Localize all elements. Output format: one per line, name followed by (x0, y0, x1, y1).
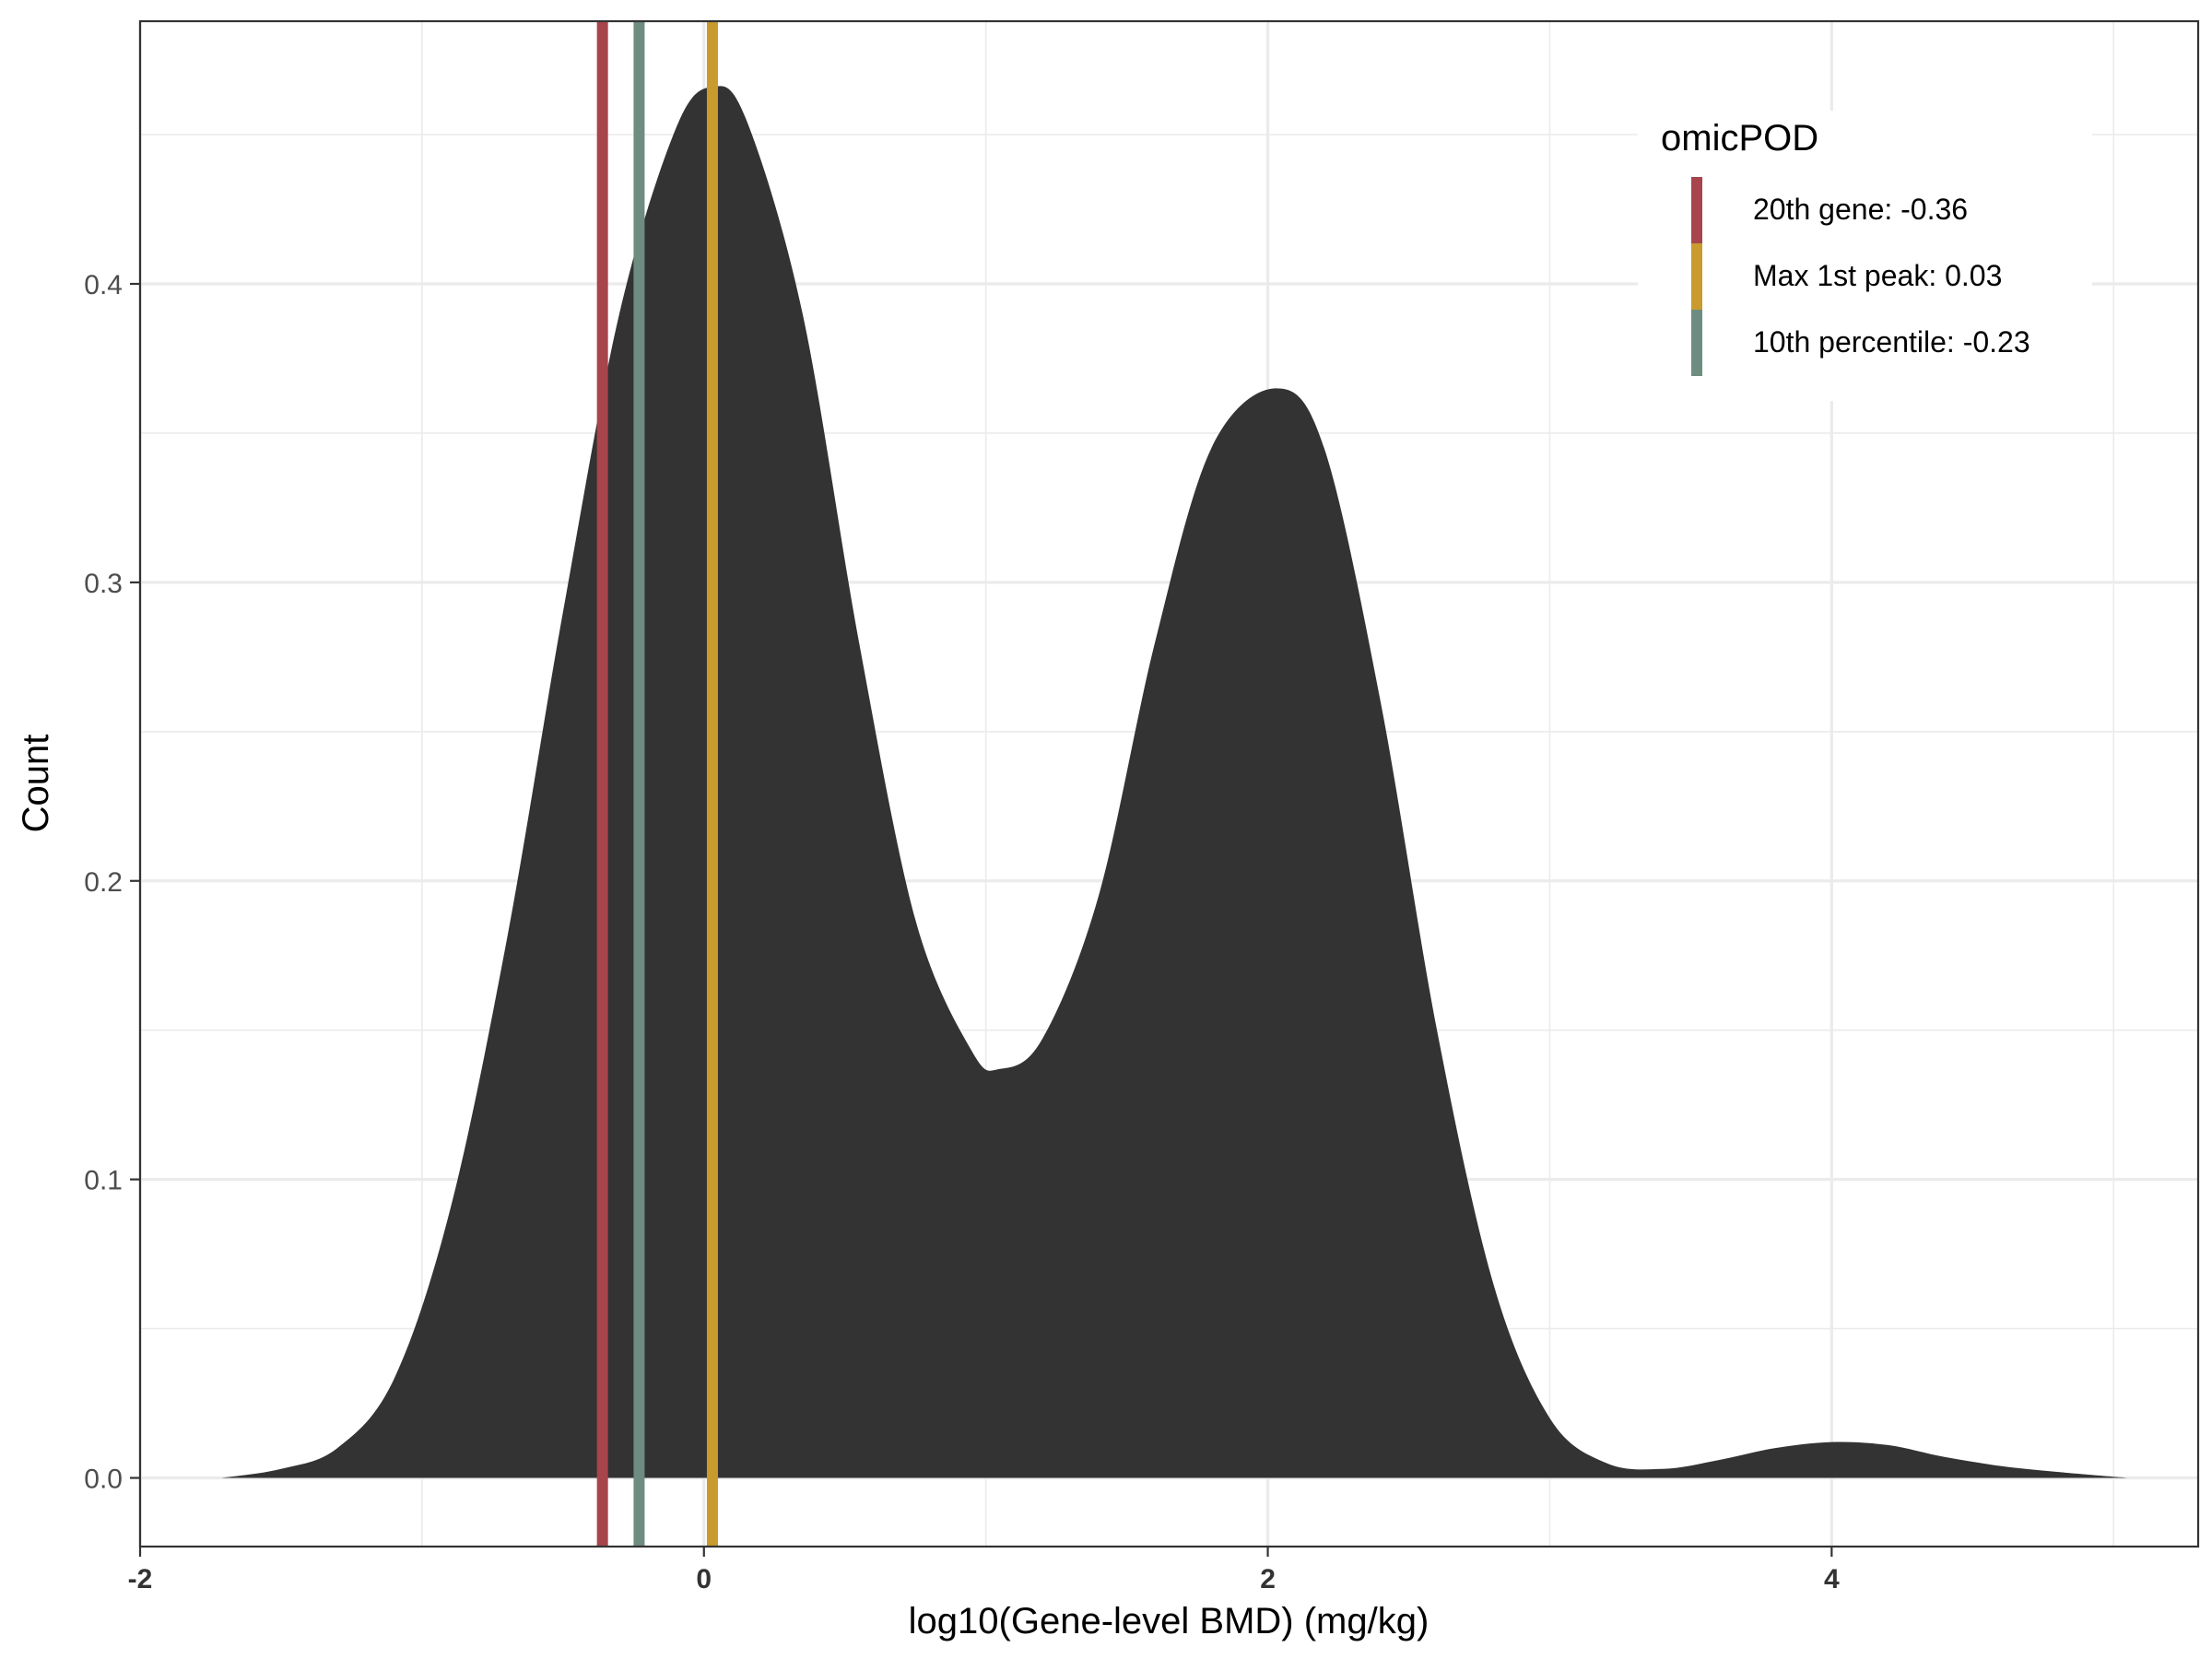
reference-lines (596, 21, 718, 1547)
legend: omicPOD 20th gene: -0.36 Max 1st peak: 0.… (1638, 111, 2092, 401)
y-tick-label: 0.4 (84, 270, 123, 300)
x-tick-label: 2 (1260, 1564, 1276, 1594)
x-tick-label: 4 (1824, 1564, 1840, 1594)
x-tick-label: -2 (128, 1564, 153, 1594)
y-tick-label: 0.1 (84, 1166, 123, 1196)
legend-key (1691, 177, 1702, 243)
x-axis: -2 0 2 4 (128, 1547, 1840, 1594)
y-tick-label: 0.2 (84, 867, 123, 898)
x-axis-title: log10(Gene-level BMD) (mg/kg) (909, 1601, 1430, 1641)
plot-panel-border (138, 19, 2200, 1548)
legend-title: omicPOD (1661, 118, 1818, 159)
legend-background (1638, 111, 2092, 401)
density-area (221, 86, 2128, 1478)
legend-label: Max 1st peak: 0.03 (1753, 259, 2002, 292)
y-tick-label: 0.0 (84, 1465, 123, 1495)
y-tick-label: 0.3 (84, 569, 123, 599)
legend-label: 20th gene: -0.36 (1753, 193, 1968, 226)
legend-key (1691, 310, 1702, 376)
y-axis: 0.0 0.1 0.2 0.3 0.4 (84, 270, 140, 1495)
y-axis-title: Count (16, 735, 56, 833)
legend-label: 10th percentile: -0.23 (1753, 325, 2030, 359)
legend-items: 20th gene: -0.36 Max 1st peak: 0.03 10th p… (1691, 177, 2030, 376)
x-tick-label: 0 (696, 1564, 712, 1594)
legend-key (1691, 243, 1702, 310)
